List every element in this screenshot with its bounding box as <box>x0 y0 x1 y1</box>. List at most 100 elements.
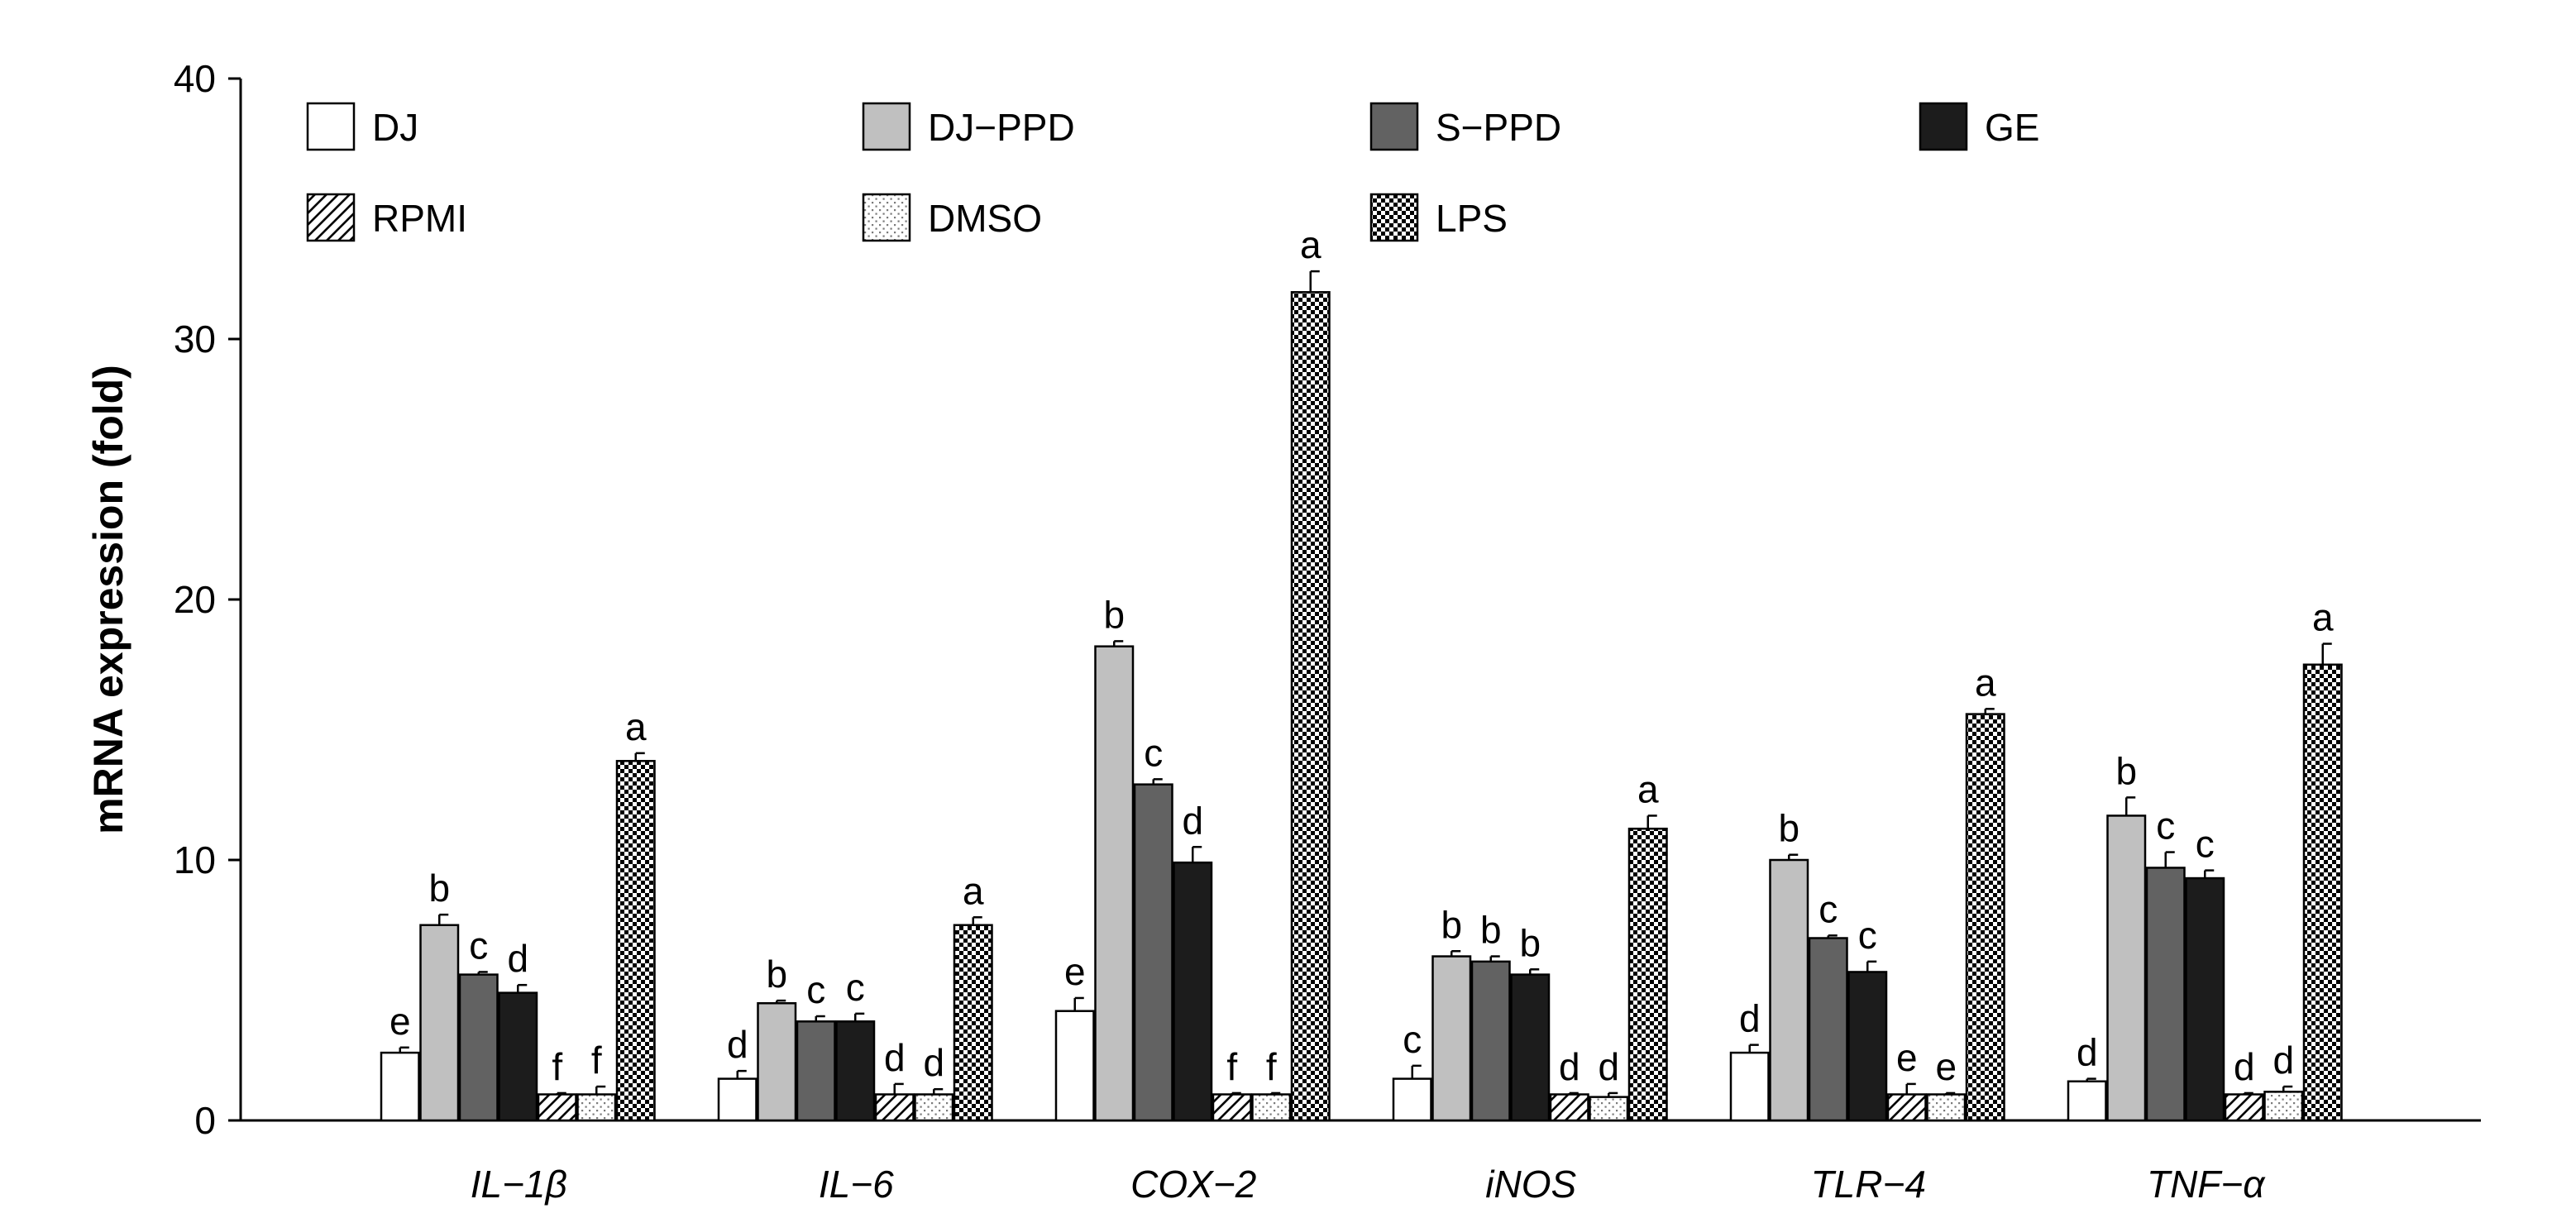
legend-label: RPMI <box>372 197 467 240</box>
significance-label: d <box>1182 799 1203 842</box>
category-label: COX−2 <box>1130 1163 1256 1206</box>
y-axis-label: mRNA expression (fold) <box>85 365 131 834</box>
bar <box>2263 1091 2304 1122</box>
bar <box>1847 971 1888 1122</box>
significance-label: d <box>884 1036 906 1079</box>
significance-label: b <box>1480 909 1502 952</box>
bar <box>1251 1093 1292 1122</box>
significance-label: c <box>1818 887 1838 930</box>
bar <box>1510 973 1551 1122</box>
legend-label: DJ−PPD <box>928 106 1075 149</box>
bar <box>1094 645 1135 1122</box>
legend-label: S−PPD <box>1436 106 1561 149</box>
significance-label: c <box>1144 731 1163 774</box>
y-tick-label: 0 <box>194 1099 216 1142</box>
bar <box>835 1020 876 1122</box>
bar <box>1054 1010 1095 1122</box>
bar <box>1212 1093 1252 1122</box>
bar <box>1290 291 1331 1122</box>
significance-label: d <box>2273 1039 2294 1082</box>
significance-label: c <box>846 966 865 1009</box>
bar <box>1769 858 1809 1122</box>
y-axis: 0 10 20 30 40 <box>174 57 242 1142</box>
legend-swatch <box>1369 193 1419 242</box>
bar <box>1589 1096 1629 1122</box>
significance-label: a <box>1637 767 1659 810</box>
significance-label: a <box>963 869 984 912</box>
legend-swatch <box>1919 102 1968 151</box>
bar <box>1627 827 1668 1122</box>
significance-label: d <box>1739 997 1761 1040</box>
y-tick-label: 30 <box>174 318 216 361</box>
bar <box>419 924 460 1122</box>
legend-label: LPS <box>1436 197 1508 240</box>
significance-label: d <box>2234 1045 2255 1088</box>
significance-label: c <box>469 924 488 967</box>
bar <box>1926 1093 1967 1122</box>
bar <box>1808 937 1848 1122</box>
significance-label: b <box>1778 807 1799 850</box>
category-label: TNF−α <box>2147 1163 2266 1206</box>
bar <box>2067 1080 2107 1122</box>
significance-label: f <box>591 1039 602 1082</box>
legend-swatch <box>306 102 356 151</box>
legend-label: DJ <box>372 106 418 149</box>
bar <box>2302 663 2343 1122</box>
category-label: TLR−4 <box>1811 1163 1926 1206</box>
bar <box>757 1002 797 1122</box>
significance-label: e <box>1935 1045 1957 1088</box>
category-label: IL−1β <box>471 1163 567 1206</box>
bar <box>1729 1051 1770 1122</box>
category-label: iNOS <box>1485 1163 1576 1206</box>
significance-label: a <box>1975 661 1996 704</box>
significance-label: a <box>2312 596 2334 639</box>
legend-label: DMSO <box>928 197 1042 240</box>
significance-label: d <box>507 937 528 980</box>
significance-label: c <box>2156 805 2175 848</box>
significance-label: f <box>1226 1045 1237 1088</box>
bar <box>874 1093 915 1122</box>
bar <box>1173 861 1213 1122</box>
significance-label: f <box>1266 1045 1277 1088</box>
significance-label: a <box>1300 223 1321 266</box>
significance-label: d <box>923 1041 944 1084</box>
significance-label: b <box>766 953 787 996</box>
legend-swatch <box>1369 102 1419 151</box>
bar <box>576 1093 617 1122</box>
significance-label: b <box>2115 749 2137 792</box>
significance-label: a <box>625 705 647 748</box>
bar <box>458 973 499 1122</box>
significance-label: d <box>1559 1045 1580 1088</box>
y-tick-label: 20 <box>174 578 216 621</box>
y-tick-label: 40 <box>174 57 216 100</box>
significance-label: e <box>1896 1036 1918 1079</box>
significance-label: e <box>390 1000 411 1043</box>
bar <box>537 1093 577 1122</box>
legend-label: GE <box>1985 106 2039 149</box>
bar <box>1886 1093 1927 1122</box>
significance-label: b <box>428 867 450 910</box>
legend-swatch <box>862 102 911 151</box>
significance-label: c <box>1403 1018 1422 1061</box>
significance-label: d <box>727 1023 748 1066</box>
bar <box>1431 955 1472 1122</box>
bar <box>2106 814 2147 1122</box>
bar <box>380 1051 420 1122</box>
bar <box>1392 1077 1432 1122</box>
legend: DJ DJ−PPD S−PPD GE RPMI DMSO LPS <box>306 102 2039 242</box>
bar <box>2185 876 2225 1122</box>
bar <box>615 760 656 1122</box>
bar <box>953 924 993 1122</box>
significance-label: b <box>1519 921 1541 964</box>
bar <box>914 1093 954 1122</box>
significance-label: c <box>1858 914 1877 957</box>
significance-label: d <box>1598 1045 1619 1088</box>
category-label: IL−6 <box>819 1163 894 1206</box>
legend-swatch <box>862 193 911 242</box>
bar <box>1965 713 2005 1122</box>
bar <box>1470 960 1511 1122</box>
bar <box>2145 867 2186 1122</box>
significance-label: d <box>2077 1031 2098 1074</box>
